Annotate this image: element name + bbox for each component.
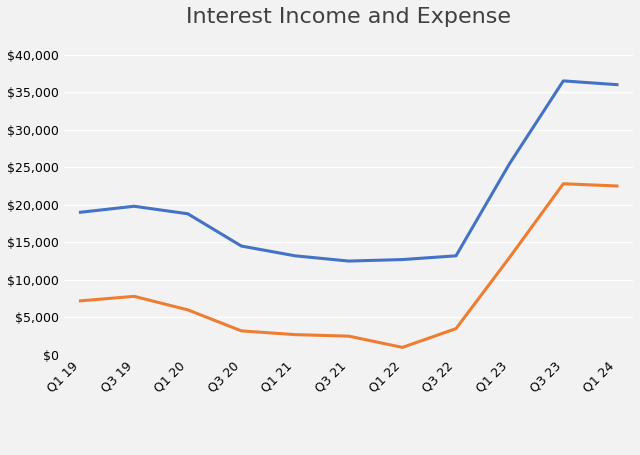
Int Expense	[506, 255, 513, 260]
Int Income	[237, 243, 245, 249]
Int Expense	[613, 183, 621, 189]
Int Income	[506, 161, 513, 166]
Int Expense	[345, 334, 353, 339]
Int Expense	[399, 345, 406, 350]
Int Income	[399, 257, 406, 262]
Int Expense	[291, 332, 299, 337]
Title: Interest Income and Expense: Interest Income and Expense	[186, 7, 511, 27]
Legend: Int Income, Int Expense: Int Income, Int Expense	[223, 450, 474, 455]
Int Income	[184, 211, 191, 217]
Int Expense	[452, 326, 460, 331]
Line: Int Income: Int Income	[81, 81, 617, 261]
Int Income	[613, 82, 621, 87]
Int Income	[452, 253, 460, 258]
Int Income	[291, 253, 299, 258]
Line: Int Expense: Int Expense	[81, 184, 617, 348]
Int Expense	[184, 307, 191, 313]
Int Expense	[77, 298, 84, 303]
Int Expense	[237, 328, 245, 334]
Int Income	[345, 258, 353, 264]
Int Income	[77, 210, 84, 215]
Int Expense	[559, 181, 567, 187]
Int Expense	[131, 293, 138, 299]
Int Income	[559, 78, 567, 84]
Int Income	[131, 203, 138, 209]
